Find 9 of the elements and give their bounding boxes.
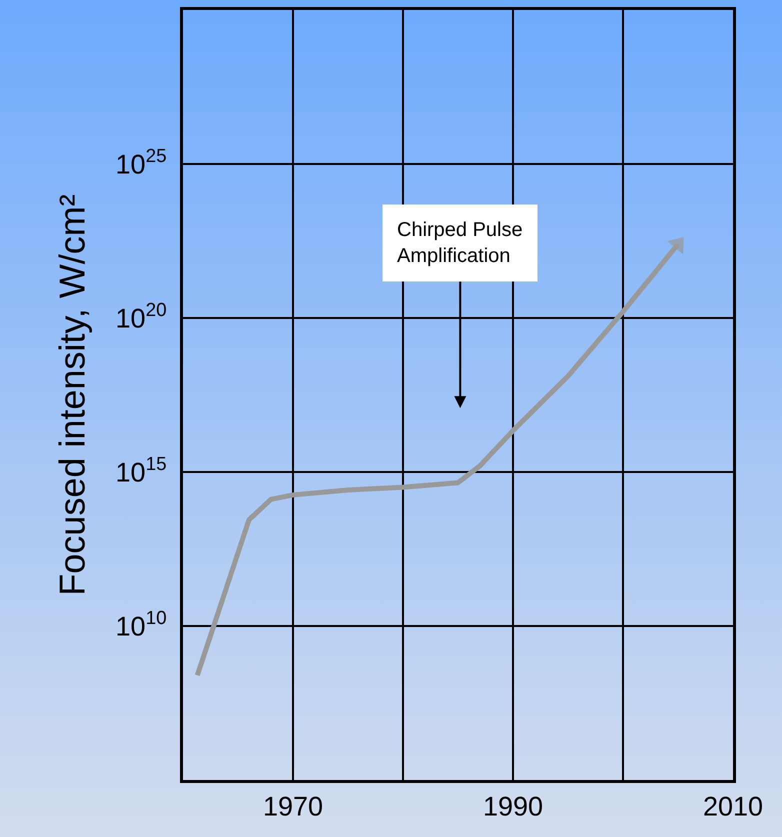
x-tick-label: 1990: [482, 791, 544, 822]
x-tick-label: 1970: [262, 791, 324, 822]
annotation: Chirped Pulse Amplification: [397, 219, 523, 267]
y-tick-label: 10$^{10}$: [116, 608, 167, 642]
x-tick-label: 2010: [702, 791, 764, 822]
y-tick-label: 10$^{20}$: [116, 300, 167, 334]
y-axis-title: Focused intensity, W/cm²: [51, 194, 92, 596]
y-tick-label: 10$^{15}$: [116, 454, 167, 488]
y-tick-label: 10$^{25}$: [116, 146, 167, 180]
